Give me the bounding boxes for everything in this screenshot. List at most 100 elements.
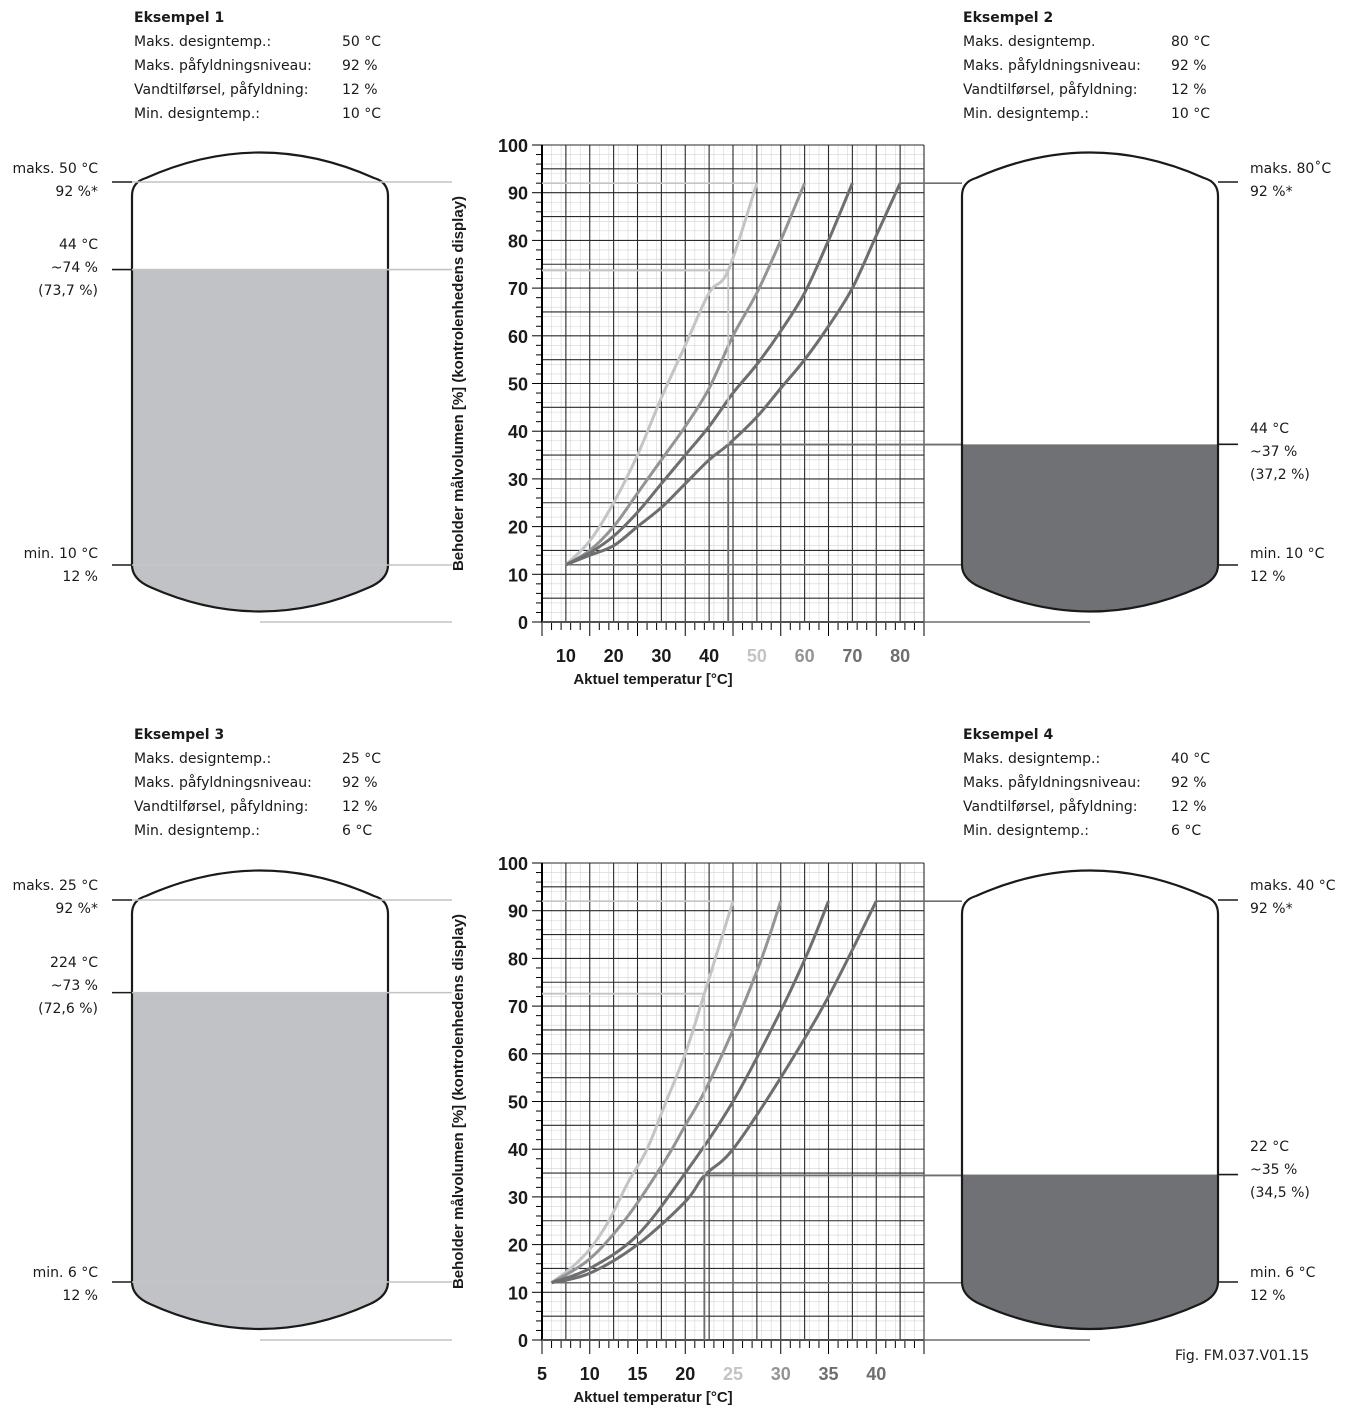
example-title: Eksempel 3 xyxy=(134,727,225,743)
tank-3 xyxy=(112,869,452,1341)
tank-4-min-label: min. 6 °C 12 % xyxy=(1250,1262,1315,1308)
example-3-info: Eksempel 3 Maks. designtemp.: 25 °C Maks.… xyxy=(134,723,381,843)
series-curve-35 xyxy=(551,900,830,1285)
y-tick-label: 40 xyxy=(508,1140,528,1160)
y-tick-label: 100 xyxy=(498,136,528,156)
chart-1: 0 10 20 30 40 50 60 70 80 90 100 10 20 30 40 50 60 70 80 Ak… xyxy=(450,136,1090,688)
label-line: 92 %* xyxy=(55,184,98,200)
tank-2-current-label: 44 °C ~37 % (37,2 %) xyxy=(1250,418,1310,487)
x-tick-label: 10 xyxy=(556,646,576,666)
tank-4 xyxy=(960,869,1238,1331)
series-curve-30 xyxy=(550,900,783,1285)
label-line: (34,5 %) xyxy=(1250,1185,1310,1201)
info-key: Maks. påfyldningsniveau: xyxy=(134,58,312,74)
info-value: 10 °C xyxy=(1171,106,1211,122)
label-line: ~37 % xyxy=(1250,444,1298,460)
y-tick-label: 10 xyxy=(508,565,528,585)
label-line: 92 %* xyxy=(1250,184,1293,200)
y-tick-label: 50 xyxy=(508,1093,528,1113)
label-line: (37,2 %) xyxy=(1250,467,1310,483)
tank-3-current-label: 224 °C ~73 % (72,6 %) xyxy=(0,952,98,1021)
label-line: 22 °C xyxy=(1250,1139,1290,1155)
x-tick-label: 30 xyxy=(771,1364,791,1384)
tank-1 xyxy=(112,151,452,623)
x-tick-label: 40 xyxy=(699,646,719,666)
info-value: 12 % xyxy=(1171,799,1207,815)
label-line: min. 10 °C xyxy=(23,546,98,562)
y-tick-label: 90 xyxy=(508,184,528,204)
y-tick-label: 20 xyxy=(508,518,528,538)
info-key: Vandtilførsel, påfyldning: xyxy=(963,799,1138,815)
info-value: 25 °C xyxy=(342,751,382,767)
label-line: ~73 % xyxy=(50,978,98,994)
series-curve-50 xyxy=(564,182,759,566)
y-tick-label: 80 xyxy=(508,949,528,969)
y-tick-label: 100 xyxy=(498,854,528,874)
info-value: 80 °C xyxy=(1171,34,1211,50)
x-tick-label: 60 xyxy=(795,646,815,666)
x-tick-label: 15 xyxy=(627,1364,647,1384)
label-line: 92 %* xyxy=(55,901,98,917)
example-4-info: Eksempel 4 Maks. designtemp.: 40 °C Maks.… xyxy=(963,723,1210,843)
tank-1-max-label: maks. 50 °C 92 %* xyxy=(0,158,98,204)
info-value: 50 °C xyxy=(342,34,382,50)
info-key: Vandtilførsel, påfyldning: xyxy=(134,82,309,98)
x-tick-label: 5 xyxy=(537,1364,547,1384)
info-key: Maks. designtemp.: xyxy=(134,751,272,767)
series-curve-60 xyxy=(565,182,807,567)
label-line: maks. 80˚C xyxy=(1250,161,1332,177)
tank-4-current-label: 22 °C ~35 % (34,5 %) xyxy=(1250,1136,1310,1205)
y-tick-label: 20 xyxy=(508,1236,528,1256)
y-tick-label: 40 xyxy=(508,422,528,442)
info-key: Min. designtemp.: xyxy=(963,823,1089,839)
label-line: 224 °C xyxy=(50,955,98,971)
tank-3-min-label: min. 6 °C 12 % xyxy=(0,1262,98,1308)
info-value: 40 °C xyxy=(1171,751,1211,767)
y-tick-label: 30 xyxy=(508,1188,528,1208)
info-value: 12 % xyxy=(342,799,378,815)
info-key: Vandtilførsel, påfyldning: xyxy=(134,799,309,815)
tank-2-max-label: maks. 80˚C 92 %* xyxy=(1250,158,1331,204)
info-key: Maks. designtemp.: xyxy=(134,34,272,50)
chart-2: 0 10 20 30 40 50 60 70 80 90 100 5 10 15 20 25 30 35 40 Akt… xyxy=(450,854,1090,1406)
info-key: Maks. påfyldningsniveau: xyxy=(963,58,1141,74)
series-curve-25 xyxy=(550,900,735,1284)
x-tick-label: 80 xyxy=(890,646,910,666)
example-1-info: Eksempel 1 Maks. designtemp.: 50 °C Maks.… xyxy=(134,6,381,126)
info-key: Vandtilførsel, påfyldning: xyxy=(963,82,1138,98)
x-axis-title: Aktuel temperatur [°C] xyxy=(573,671,732,688)
info-key: Maks. designtemp. xyxy=(963,34,1096,50)
tank-2 xyxy=(960,151,1238,613)
y-tick-label: 70 xyxy=(508,279,528,299)
label-line: 44 °C xyxy=(58,237,98,253)
tank-3-max-label: maks. 25 °C 92 %* xyxy=(0,875,98,921)
x-tick-label: 10 xyxy=(580,1364,600,1384)
y-tick-label: 60 xyxy=(508,327,528,347)
x-tick-label: 20 xyxy=(604,646,624,666)
x-tick-label: 40 xyxy=(866,1364,886,1384)
info-key: Maks. påfyldningsniveau: xyxy=(963,775,1141,791)
label-line: (72,6 %) xyxy=(38,1001,98,1017)
y-tick-label: 60 xyxy=(508,1045,528,1065)
y-axis-title: Beholder målvolumen [%] (kontrolenhedens… xyxy=(450,914,467,1289)
x-tick-label: 35 xyxy=(818,1364,838,1384)
x-tick-label: 25 xyxy=(723,1364,743,1384)
label-line: min. 10 °C xyxy=(1250,546,1325,562)
label-line: 12 % xyxy=(62,569,98,585)
label-line: maks. 40 °C xyxy=(1250,878,1336,894)
y-axis-title: Beholder målvolumen [%] (kontrolenhedens… xyxy=(450,196,467,571)
example-title: Eksempel 4 xyxy=(963,727,1054,743)
y-tick-label: 0 xyxy=(518,1331,528,1351)
label-line: ~74 % xyxy=(50,260,98,276)
info-key: Min. designtemp.: xyxy=(963,106,1089,122)
info-key: Maks. påfyldningsniveau: xyxy=(134,775,312,791)
example-2-info: Eksempel 2 Maks. designtemp. 80 °C Maks. … xyxy=(963,6,1210,126)
info-value: 92 % xyxy=(342,775,378,791)
figure-id: Fig. FM.037.V01.15 xyxy=(1175,1348,1310,1364)
x-tick-label: 50 xyxy=(747,646,767,666)
tank-fill xyxy=(962,1174,1218,1329)
y-tick-label: 30 xyxy=(508,470,528,490)
example-title: Eksempel 1 xyxy=(134,10,225,26)
y-tick-label: 0 xyxy=(518,613,528,633)
